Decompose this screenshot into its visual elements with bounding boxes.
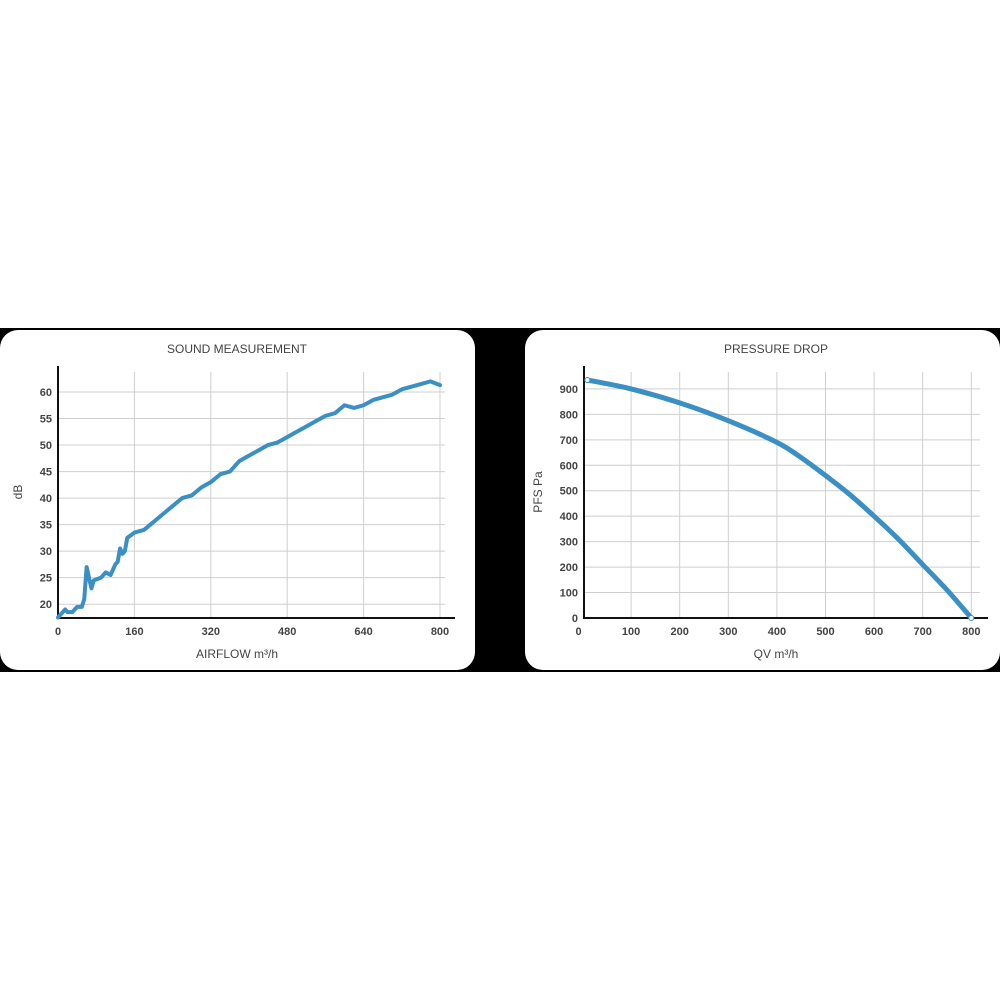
sound-xtick-label: 640 [354,626,372,638]
pressure-xtick-label: 500 [816,626,834,638]
pressure-xtick-label: 0 [575,626,581,638]
sound-ytick-label: 50 [40,440,52,452]
pressure-data-point [968,615,975,621]
pressure-ytick-label: 0 [572,613,578,625]
sound-ytick-label: 40 [40,493,52,505]
sound-xtick-label: 0 [55,626,61,638]
pressure-ytick-label: 100 [560,588,578,600]
pressure-xtick-label: 100 [622,626,640,638]
sound-xtick-label: 800 [431,626,449,638]
sound-ytick-label: 55 [40,414,52,426]
pressure-xtick-label: 400 [768,626,786,638]
pressure-ytick-label: 500 [560,486,578,498]
pressure-xtick-label: 800 [962,626,980,638]
pressure-ytick-label: 300 [560,537,578,549]
pressure-ytick-label: 600 [560,460,578,472]
sound-ytick-label: 30 [40,546,52,558]
pressure-drop-card [525,330,1000,670]
sound-chart-title: SOUND MEASUREMENT [167,342,308,356]
pressure-y-axis-label: PFS Pa [531,471,545,513]
pressure-data-point [584,377,591,383]
sound-series-line [56,379,442,620]
pressure-x-axis-label: QV m³/h [754,647,799,661]
sound-x-axis-label: AIRFLOW m³/h [196,647,278,661]
pressure-xtick-label: 300 [719,626,737,638]
sound-measurement-card [0,330,475,670]
sound-ytick-label: 35 [40,520,52,532]
sound-ytick-label: 20 [40,599,52,611]
pressure-ytick-label: 900 [560,384,578,396]
sound-ytick-label: 25 [40,573,52,585]
sound-ytick-label: 45 [40,467,52,479]
sound-ytick-label: 60 [40,387,52,399]
pressure-chart-title: PRESSURE DROP [724,342,828,356]
sound-xtick-label: 480 [278,626,296,638]
pressure-ytick-label: 700 [560,435,578,447]
sound-xtick-label: 160 [125,626,143,638]
sound-y-axis-label: dB [11,485,25,500]
pressure-xtick-label: 700 [914,626,932,638]
pressure-ytick-label: 400 [560,511,578,523]
pressure-xtick-label: 600 [865,626,883,638]
pressure-series-line [584,377,974,621]
pressure-xtick-label: 200 [671,626,689,638]
pressure-ytick-label: 200 [560,562,578,574]
sound-xtick-label: 320 [202,626,220,638]
pressure-ytick-label: 800 [560,409,578,421]
